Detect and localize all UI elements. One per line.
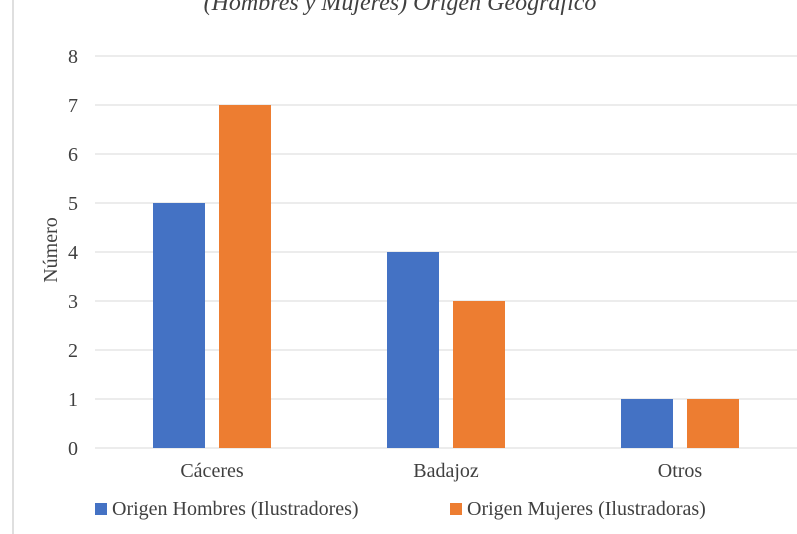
bars xyxy=(153,105,739,448)
category-labels: Cáceres Badajoz Otros xyxy=(180,460,702,482)
y-axis-title: Número xyxy=(40,217,62,283)
legend-label: Origen Hombres (Ilustradores) xyxy=(112,498,359,520)
legend-swatch xyxy=(95,503,107,515)
y-tick-label: 2 xyxy=(68,340,78,362)
legend-swatch xyxy=(450,503,462,515)
category-label: Otros xyxy=(658,460,703,482)
category-label: Badajoz xyxy=(413,460,479,482)
y-tick-label: 3 xyxy=(68,291,78,313)
legend: Origen Hombres (Ilustradores) Origen Muje… xyxy=(95,498,706,520)
category-label: Cáceres xyxy=(180,460,244,482)
chart-title: (Hombres y Mujeres) Origen Geográfico xyxy=(204,0,597,16)
y-tick-labels: 0 1 2 3 4 5 6 7 8 xyxy=(68,46,78,460)
bar-hombres-2 xyxy=(621,399,673,448)
y-tick-label: 1 xyxy=(68,389,78,411)
legend-label: Origen Mujeres (Ilustradoras) xyxy=(467,498,706,520)
bar-hombres-1 xyxy=(387,252,439,448)
y-tick-label: 7 xyxy=(68,95,78,117)
y-tick-label: 8 xyxy=(68,46,78,68)
bar-mujeres-2 xyxy=(687,399,739,448)
bar-mujeres-0 xyxy=(219,105,271,448)
y-tick-label: 0 xyxy=(68,438,78,460)
bar-mujeres-1 xyxy=(453,301,505,448)
y-tick-label: 4 xyxy=(68,242,78,264)
bar-hombres-0 xyxy=(153,203,205,448)
y-tick-label: 5 xyxy=(68,193,78,215)
grid-lines xyxy=(95,55,797,449)
y-tick-label: 6 xyxy=(68,144,78,166)
